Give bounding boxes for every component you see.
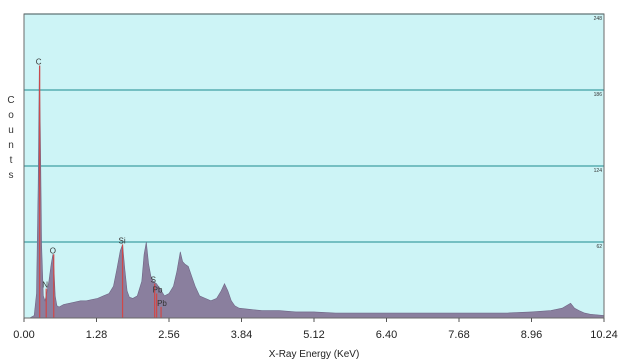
x-tick-label: 6.40 (376, 329, 397, 341)
y-tick-label: 186 (594, 92, 603, 98)
x-tick-label: 7.68 (448, 329, 469, 341)
y-axis-title-letter: u (8, 125, 14, 136)
x-tick-label: 1.28 (86, 329, 107, 341)
y-axis-title-letter: o (8, 110, 14, 121)
x-tick-label: 0.00 (13, 329, 34, 341)
x-tick-label: 2.56 (158, 329, 179, 341)
spectrum-area (24, 65, 605, 319)
peak-label: Pb (157, 299, 167, 308)
x-axis-title: X-Ray Energy (KeV) (269, 349, 360, 360)
peak-label: C (36, 57, 42, 66)
y-tick-label: 62 (596, 244, 602, 250)
y-tick-label: 124 (594, 168, 603, 174)
y-axis-title-letter: t (10, 155, 13, 166)
x-axis: 0.00 1.28 2.56 3.84 5.12 6.40 7.68 8.96 10.24 (13, 318, 618, 341)
y-axis-title-letter: C (7, 95, 14, 106)
x-tick-label: 3.84 (231, 329, 252, 341)
y-axis-title-letter: s (9, 170, 14, 181)
peak-label: Pb (153, 285, 163, 294)
peak-label: O (50, 246, 56, 255)
y-tick-label: 248 (594, 16, 603, 22)
y-axis-title-letter: n (8, 140, 14, 151)
x-tick-label: 8.96 (521, 329, 542, 341)
peak-label: N (42, 281, 48, 290)
x-tick-label: 5.12 (303, 329, 324, 341)
y-axis-tick-labels: 62 124 186 248 (594, 16, 603, 250)
peak-label: Si (119, 236, 126, 245)
peak-label: S (151, 276, 156, 285)
x-tick-label: 10.24 (590, 329, 618, 341)
